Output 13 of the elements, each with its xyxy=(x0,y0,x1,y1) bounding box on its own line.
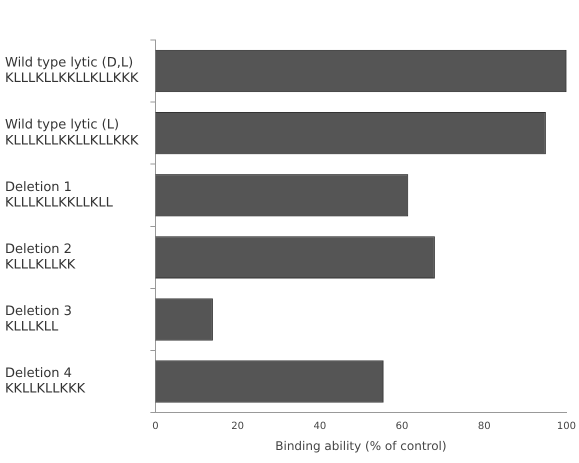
x-tick-label: 60 xyxy=(396,421,408,432)
y-tick-label: Deletion 2 KLLLKLLKK xyxy=(5,242,76,273)
y-tick-label: Wild type lytic (L) KLLLKLLKKLLKLLKKK xyxy=(5,118,139,148)
y-tick-label: Deletion 4 KKLLKLLKKK xyxy=(5,366,86,397)
y-tick-label: Deletion 3 KLLLKLL xyxy=(5,304,72,335)
x-axis-title: Binding ability (% of control) xyxy=(275,438,447,453)
y-tick-label: Deletion 1 KLLLKLLKKLLKLL xyxy=(5,180,114,210)
y-tick-label: Wild type lytic (D,L) KLLLKLLKKLLKLLKKK xyxy=(5,56,139,86)
x-tick-label: 0 xyxy=(152,421,159,432)
x-tick-label: 100 xyxy=(556,421,576,432)
x-tick-label: 40 xyxy=(313,421,326,432)
x-tick-label: 80 xyxy=(478,421,491,432)
x-tick-label: 20 xyxy=(231,421,244,432)
